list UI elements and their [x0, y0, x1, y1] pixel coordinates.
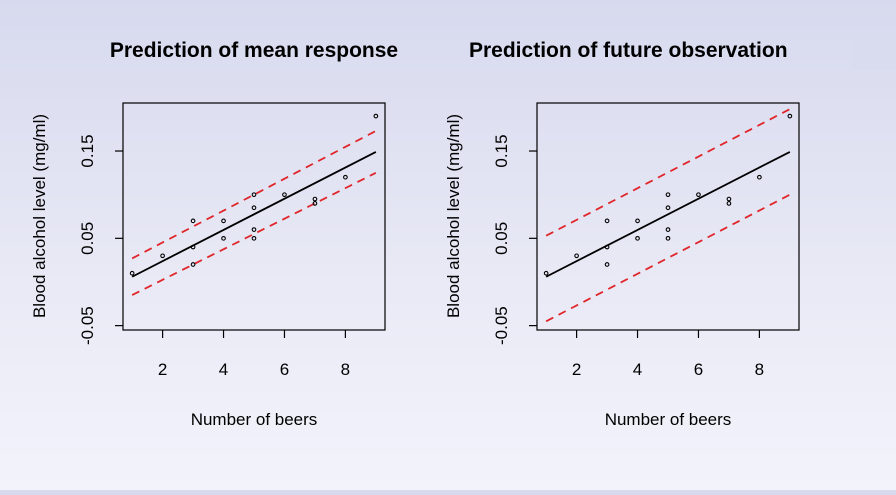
y-tick-label: 0.15 — [492, 134, 511, 167]
panel-future-observation: Prediction of future observation Number … — [444, 39, 800, 429]
chart-title: Prediction of mean response — [110, 39, 398, 62]
data-point — [726, 196, 732, 202]
title-clip-mask — [851, 30, 896, 70]
x-tick-label: 8 — [755, 360, 764, 379]
y-tick-label: -0.05 — [78, 306, 97, 345]
x-tick-label: 6 — [280, 360, 289, 379]
x-tick-label: 2 — [158, 360, 167, 379]
data-point — [696, 192, 701, 198]
data-point — [373, 113, 379, 119]
panel-mean-response: Prediction of mean response Number of be… — [30, 39, 398, 429]
data-point — [129, 270, 135, 276]
data-point — [221, 235, 226, 241]
y-tick-label: -0.05 — [492, 306, 511, 345]
y-axis-label: Blood alcohol level (mg/ml) — [444, 114, 463, 318]
x-tick-label: 4 — [219, 360, 228, 379]
data-point — [312, 196, 318, 202]
y-axis-label: Blood alcohol level (mg/ml) — [30, 114, 49, 318]
data-point — [665, 205, 671, 211]
band-upper-line — [545, 108, 791, 237]
y-tick-label: 0.15 — [78, 134, 97, 167]
data-point — [251, 192, 257, 198]
x-tick-label: 6 — [694, 360, 703, 379]
data-point — [160, 253, 165, 259]
data-point — [787, 113, 793, 119]
x-tick-label: 8 — [341, 360, 350, 379]
data-point — [282, 192, 287, 198]
data-point — [757, 174, 762, 180]
data-point — [343, 174, 348, 180]
plot-frame — [536, 102, 800, 331]
data-point — [604, 262, 610, 267]
data-point — [190, 244, 196, 250]
data-point — [574, 253, 579, 259]
data-point — [604, 244, 610, 250]
band-lower-line — [545, 193, 791, 323]
data-point — [221, 218, 226, 224]
y-tick-label: 0.05 — [492, 222, 511, 255]
plot-frame — [122, 102, 386, 331]
data-point — [665, 227, 671, 232]
data-point — [251, 205, 257, 211]
band-lower-line — [131, 172, 377, 296]
data-point — [251, 227, 257, 232]
x-axis-label: Number of beers — [605, 410, 732, 429]
x-axis-label: Number of beers — [191, 410, 318, 429]
x-tick-label: 2 — [572, 360, 581, 379]
data-point — [190, 262, 196, 267]
data-point — [190, 218, 196, 224]
regression-line — [131, 151, 377, 278]
data-point — [635, 218, 640, 224]
data-point — [665, 235, 671, 241]
data-point — [665, 192, 671, 198]
data-point — [312, 201, 318, 206]
regression-line — [545, 151, 791, 278]
y-tick-label: 0.05 — [78, 222, 97, 255]
band-upper-line — [131, 130, 377, 260]
data-point — [635, 235, 640, 241]
x-tick-label: 4 — [633, 360, 642, 379]
data-point — [726, 201, 732, 206]
data-point — [251, 235, 257, 241]
chart-title: Prediction of future observation — [469, 39, 788, 62]
data-point — [543, 270, 549, 276]
data-point — [604, 218, 610, 224]
